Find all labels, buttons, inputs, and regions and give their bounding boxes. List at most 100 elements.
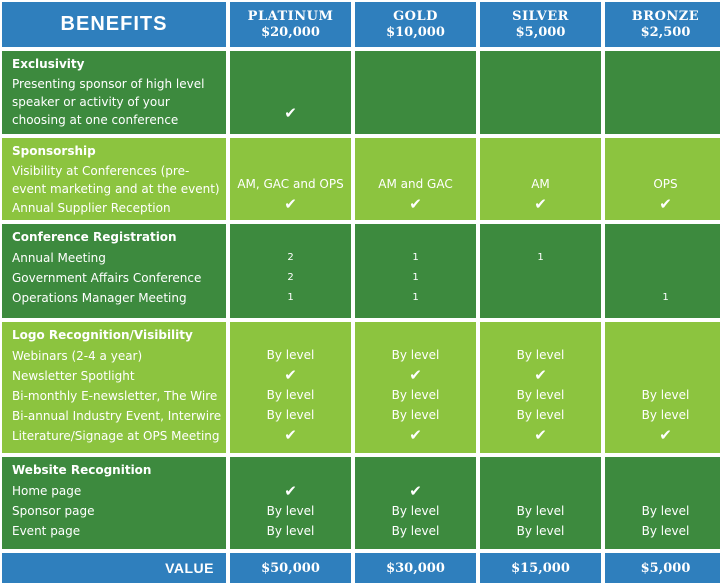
benefit-item: Annual Supplier Reception: [12, 201, 171, 215]
benefit-value: ✔: [409, 195, 422, 213]
benefit-value: ✔: [534, 366, 547, 384]
benefit-value: ✔: [284, 482, 297, 500]
benefit-value: By level: [391, 504, 440, 518]
section-exclusivity-silver: [480, 51, 601, 134]
section-exclusivity-bronze: [605, 51, 720, 134]
section-exclusivity-label: Exclusivity Presenting sponsor of high l…: [2, 51, 226, 134]
benefit-value: By level: [266, 524, 315, 538]
benefit-item: Sponsor page: [12, 504, 95, 518]
benefit-value: By level: [641, 388, 690, 402]
benefit-value: By level: [391, 348, 440, 362]
benefit-item: Literature/Signage at OPS Meeting: [12, 429, 220, 443]
section-title: Logo Recognition/Visibility: [12, 328, 193, 342]
benefit-value: By level: [516, 388, 565, 402]
tier-name: PLATINUM: [247, 8, 334, 24]
section-title: Conference Registration: [12, 230, 177, 244]
section-title: Exclusivity: [12, 57, 85, 71]
section-sponsorship-silver: AM ✔: [480, 138, 601, 220]
benefit-value: 1: [287, 292, 294, 303]
section-website-silver: By level By level: [480, 457, 601, 549]
section-registration-bronze: 1: [605, 224, 720, 318]
tier-header-silver: SILVER $5,000: [480, 2, 601, 47]
benefit-value: ✔: [659, 426, 672, 444]
benefit-value: By level: [266, 348, 315, 362]
tier-name: SILVER: [512, 8, 569, 24]
section-logo-platinum: By level ✔ By level By level ✔: [230, 322, 351, 453]
benefit-value: 1: [412, 272, 419, 283]
section-sponsorship-label: Sponsorship Visibility at Conferences (p…: [2, 138, 226, 220]
benefit-value: By level: [391, 408, 440, 422]
section-exclusivity-platinum: ✔: [230, 51, 351, 134]
benefit-value: 1: [412, 252, 419, 263]
benefit-value: ✔: [409, 482, 422, 500]
benefits-header: BENEFITS: [2, 2, 226, 47]
section-sponsorship-bronze: OPS ✔: [605, 138, 720, 220]
benefit-value: By level: [641, 504, 690, 518]
section-registration-platinum: 2 2 1: [230, 224, 351, 318]
benefit-value: By level: [641, 408, 690, 422]
tier-header-gold: GOLD $10,000: [355, 2, 476, 47]
benefit-item: Bi-annual Industry Event, Interwire: [12, 409, 222, 423]
section-sponsorship-platinum: AM, GAC and OPS ✔: [230, 138, 351, 220]
benefit-value: ✔: [284, 366, 297, 384]
benefit-value: ✔: [284, 426, 297, 444]
benefit-value: By level: [391, 388, 440, 402]
benefit-value: OPS: [653, 177, 678, 191]
benefit-item: Government Affairs Conference: [12, 271, 202, 285]
benefit-item: Bi-monthly E-newsletter, The Wire: [12, 389, 218, 403]
value-bronze: $5,000: [605, 553, 720, 583]
benefit-item: Home page: [12, 484, 82, 498]
value-platinum: $50,000: [230, 553, 351, 583]
benefit-value: By level: [266, 504, 315, 518]
tier-price: $10,000: [386, 24, 445, 40]
benefit-value: By level: [516, 524, 565, 538]
benefit-value: ✔: [409, 426, 422, 444]
value-gold: $30,000: [355, 553, 476, 583]
section-website-gold: ✔ By level By level: [355, 457, 476, 549]
section-registration-silver: 1: [480, 224, 601, 318]
benefit-value: ✔: [284, 104, 297, 122]
tier-header-bronze: BRONZE $2,500: [605, 2, 720, 47]
benefit-value: 1: [662, 292, 669, 303]
benefit-value: 2: [287, 252, 294, 263]
value-silver: $15,000: [480, 553, 601, 583]
section-logo-gold: By level ✔ By level By level ✔: [355, 322, 476, 453]
tier-name: BRONZE: [631, 8, 700, 24]
benefit-value: AM, GAC and OPS: [237, 177, 344, 191]
benefit-value: By level: [266, 388, 315, 402]
benefit-item: Webinars (2-4 a year): [12, 349, 143, 363]
benefit-value: By level: [516, 408, 565, 422]
tier-price: $5,000: [515, 24, 566, 40]
benefit-value: AM and GAC: [378, 177, 453, 191]
benefit-value: ✔: [534, 195, 547, 213]
section-website-label: Website Recognition Home page Sponsor pa…: [2, 457, 226, 549]
benefit-value: By level: [266, 408, 315, 422]
benefit-item: Visibility at Conferences (pre-event mar…: [12, 164, 220, 196]
benefit-item: Operations Manager Meeting: [12, 291, 187, 305]
benefit-item: Event page: [12, 524, 81, 538]
section-registration-gold: 1 1 1: [355, 224, 476, 318]
benefit-value: By level: [516, 348, 565, 362]
benefit-value: ✔: [659, 195, 672, 213]
benefit-value: 2: [287, 272, 294, 283]
section-logo-bronze: By level By level ✔: [605, 322, 720, 453]
benefit-value: By level: [391, 524, 440, 538]
section-title: Website Recognition: [12, 463, 152, 477]
tier-price: $20,000: [261, 24, 320, 40]
value-label: VALUE: [2, 553, 226, 583]
section-logo-label: Logo Recognition/Visibility Webinars (2-…: [2, 322, 226, 453]
benefit-value: AM: [531, 177, 550, 191]
section-website-platinum: ✔ By level By level: [230, 457, 351, 549]
benefit-value: By level: [516, 504, 565, 518]
benefit-value: ✔: [284, 195, 297, 213]
tier-header-platinum: PLATINUM $20,000: [230, 2, 351, 47]
section-registration-label: Conference Registration Annual Meeting G…: [2, 224, 226, 318]
benefit-item: Annual Meeting: [12, 251, 106, 265]
section-logo-silver: By level ✔ By level By level ✔: [480, 322, 601, 453]
section-title: Sponsorship: [12, 144, 96, 158]
section-exclusivity-gold: [355, 51, 476, 134]
benefit-value: ✔: [534, 426, 547, 444]
tier-price: $2,500: [640, 24, 691, 40]
benefit-item: Presenting sponsor of high level speaker…: [12, 77, 205, 127]
